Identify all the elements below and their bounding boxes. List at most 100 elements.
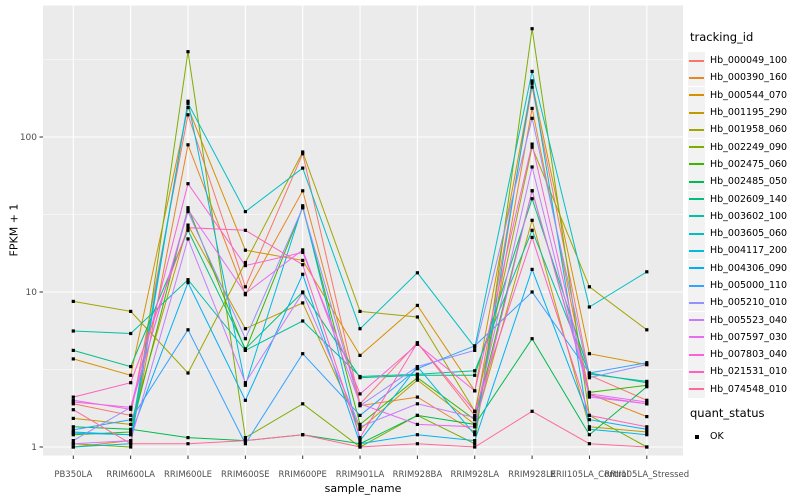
data-point (358, 413, 362, 417)
legend-item: Hb_002475_060 (688, 155, 800, 173)
data-point (243, 436, 247, 440)
x-tick-label: RRII105LA_Control (550, 470, 629, 480)
data-point (129, 405, 133, 409)
legend-line-swatch (688, 346, 705, 364)
data-point (301, 272, 305, 276)
data-point (71, 428, 75, 432)
legend-item: Hb_002609_140 (688, 190, 800, 208)
data-point (186, 281, 190, 285)
data-point (243, 228, 247, 232)
x-tick-label: RRIM901LA (336, 470, 385, 480)
data-point (301, 263, 305, 267)
data-point (358, 427, 362, 431)
data-point (243, 442, 247, 446)
legend-item-label: Hb_000049_100 (710, 55, 788, 67)
data-point (530, 337, 534, 341)
legend-line-swatch (688, 69, 705, 87)
data-point (129, 439, 133, 443)
data-point (243, 398, 247, 402)
data-point (301, 291, 305, 295)
data-point (129, 365, 133, 369)
data-point (530, 409, 534, 413)
x-tick-label: RRIM928LA (450, 470, 499, 480)
data-point (186, 371, 190, 375)
data-point (530, 218, 534, 222)
data-point (473, 445, 477, 449)
data-point (301, 250, 305, 254)
data-point (186, 101, 190, 105)
data-point (358, 392, 362, 396)
data-point (587, 413, 591, 417)
data-point (129, 381, 133, 385)
data-point (301, 150, 305, 154)
legend-item-label: Hb_003605_060 (710, 228, 788, 240)
y-tick-label: 1 (31, 443, 37, 453)
data-point (301, 189, 305, 193)
data-point (415, 395, 419, 399)
legend-item-label: Hb_007597_030 (710, 331, 788, 343)
legend-item-label: Hb_002609_140 (710, 193, 788, 205)
data-point (301, 319, 305, 323)
data-point (71, 299, 75, 303)
data-point (530, 106, 534, 110)
data-point (129, 445, 133, 449)
data-point (473, 418, 477, 422)
legend-item: Hb_002249_090 (688, 138, 800, 156)
legend-line-swatch (688, 155, 705, 173)
data-point (415, 315, 419, 319)
data-point (645, 385, 649, 389)
data-point (243, 285, 247, 289)
y-tick-label: 100 (20, 133, 37, 143)
legend-item: Hb_003605_060 (688, 225, 800, 243)
data-point (186, 223, 190, 227)
data-point (587, 418, 591, 422)
data-point (415, 433, 419, 437)
data-point (645, 328, 649, 332)
legend-item-label: Hb_005000_110 (710, 280, 788, 291)
legend-item: Hb_000544_070 (688, 86, 800, 104)
data-point (530, 27, 534, 31)
data-point (645, 400, 649, 404)
data-point (530, 79, 534, 83)
legend-line-swatch (688, 225, 705, 243)
data-point (186, 113, 190, 117)
data-point (473, 425, 477, 429)
data-point (645, 379, 649, 383)
legend-item-label: Hb_004117_200 (710, 245, 788, 257)
data-point (186, 99, 190, 103)
data-point (415, 341, 419, 345)
data-point (645, 445, 649, 449)
data-point (645, 363, 649, 367)
data-point (473, 433, 477, 437)
legend-item: Hb_001195_290 (688, 104, 800, 122)
legend-item: Hb_003602_100 (688, 207, 800, 225)
data-point (415, 442, 419, 446)
data-point (587, 305, 591, 309)
data-point (129, 422, 133, 426)
legend-item: Hb_001958_060 (688, 121, 800, 139)
legend-item-label: Hb_005210_010 (710, 297, 788, 309)
data-point (243, 381, 247, 385)
legend-item-label: OK (710, 431, 724, 443)
data-point (186, 228, 190, 232)
data-point (358, 404, 362, 408)
x-tick-label: RRII105LA_Stressed (604, 470, 689, 480)
data-point (358, 374, 362, 379)
legend-item-ok: OK (688, 428, 800, 445)
data-point (530, 85, 534, 89)
legend-line-swatch (688, 52, 705, 70)
data-point (358, 442, 362, 446)
x-axis-title: sample_name (324, 482, 402, 495)
data-point (129, 418, 133, 422)
data-point (301, 402, 305, 406)
legend-item: Hb_005210_010 (688, 294, 800, 312)
data-point (587, 442, 591, 446)
legend-line-swatch (688, 104, 705, 122)
data-point (186, 206, 190, 210)
legend-item-label: Hb_000544_070 (710, 89, 788, 101)
data-point (473, 413, 477, 417)
legend-line-swatch (688, 363, 705, 381)
data-point (186, 143, 190, 147)
